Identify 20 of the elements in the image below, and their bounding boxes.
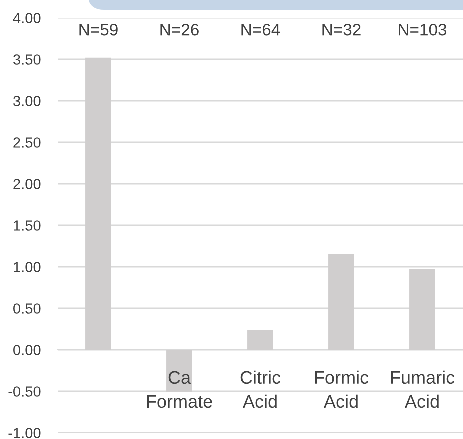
- y-tick-label: 0.00: [14, 345, 41, 356]
- annotation: N=59: [80, 24, 118, 36]
- x-tick-label: Ca Formate: [147, 371, 212, 408]
- y-tick-label: 2.00: [14, 179, 41, 190]
- y-tick-label: 4.00: [13, 13, 41, 24]
- x-tick-label: Formic Acid: [315, 370, 369, 408]
- y-tick-label: -0.50: [8, 386, 41, 397]
- annotation: N=103: [399, 24, 447, 36]
- y-tick-label: 3.00: [14, 96, 41, 106]
- x-tick-label: Fumaric Acid: [391, 370, 455, 408]
- annotation: N=32: [322, 24, 361, 36]
- y-tick-label: 0.50: [14, 304, 41, 314]
- y-tick-label: -1.00: [8, 428, 41, 438]
- y-tick-label: 1.50: [14, 220, 41, 231]
- annotation: N=64: [242, 24, 280, 36]
- y-tick-label: 3.50: [14, 54, 41, 65]
- annotation: N=26: [160, 24, 199, 36]
- y-tick-label: 1.00: [14, 262, 41, 272]
- y-tick-label: 2.50: [14, 138, 41, 148]
- x-tick-label: Citric Acid: [240, 370, 281, 408]
